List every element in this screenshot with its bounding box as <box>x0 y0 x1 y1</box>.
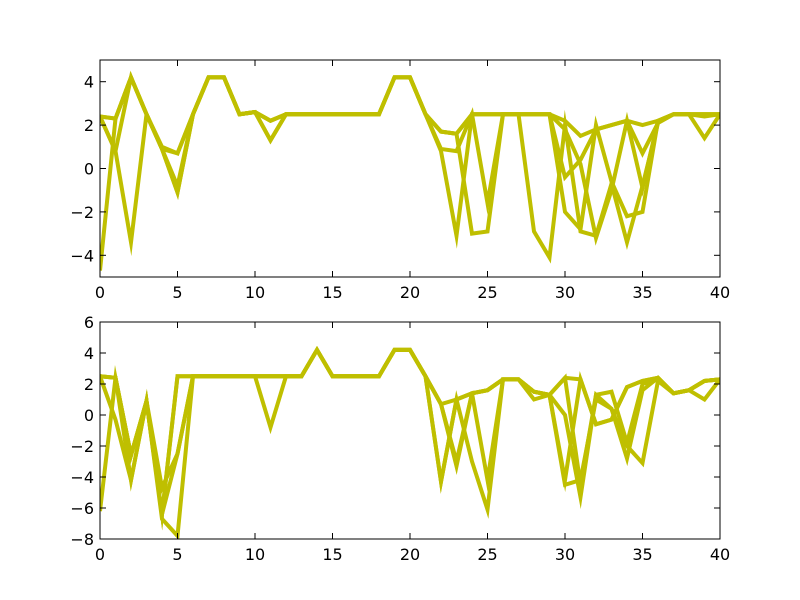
y-tick-label: −6 <box>70 499 94 518</box>
x-tick-label: 15 <box>322 283 342 302</box>
x-tick-label: 10 <box>245 283 265 302</box>
x-tick-label: 30 <box>555 545 575 564</box>
y-tick-label: 0 <box>84 406 94 425</box>
x-tick-label: 20 <box>400 545 420 564</box>
series-lines <box>100 345 720 539</box>
y-tick-label: −2 <box>70 437 94 456</box>
x-tick-label: 5 <box>172 545 182 564</box>
y-tick-label: −4 <box>70 468 94 487</box>
x-tick-label: 20 <box>400 283 420 302</box>
y-tick-label: 0 <box>84 160 94 179</box>
series-lines <box>100 70 720 271</box>
x-tick-label: 35 <box>632 545 652 564</box>
x-tick-label: 25 <box>477 545 497 564</box>
y-tick-label: 4 <box>84 73 94 92</box>
x-tick-label: 30 <box>555 283 575 302</box>
x-tick-label: 15 <box>322 545 342 564</box>
x-tick-label: 0 <box>95 545 105 564</box>
top-subplot: 0 5 10 15 20 25 30 35 40 −4 −2 0 2 4 <box>70 59 730 302</box>
y-tick-label: 4 <box>84 344 94 363</box>
x-tick-label: 25 <box>477 283 497 302</box>
y-tick-label: 2 <box>84 375 94 394</box>
series-line-5 <box>100 71 720 246</box>
y-tick-label: 2 <box>84 116 94 135</box>
series-line-5 <box>100 345 720 531</box>
x-tick-label: 40 <box>710 545 730 564</box>
y-tick-label: −4 <box>70 246 94 265</box>
y-tick-label: −8 <box>70 530 94 549</box>
x-tick-label: 40 <box>710 283 730 302</box>
x-tick-label: 10 <box>245 545 265 564</box>
x-tick-label: 5 <box>172 283 182 302</box>
y-tick-label: −2 <box>70 203 94 222</box>
y-tick-label: 6 <box>84 313 94 332</box>
bottom-subplot: 0 5 10 15 20 25 30 35 40 −8 −6 −4 −2 0 2 4 6 <box>70 313 730 564</box>
x-tick-label: 0 <box>95 283 105 302</box>
x-tick-label: 35 <box>632 283 652 302</box>
